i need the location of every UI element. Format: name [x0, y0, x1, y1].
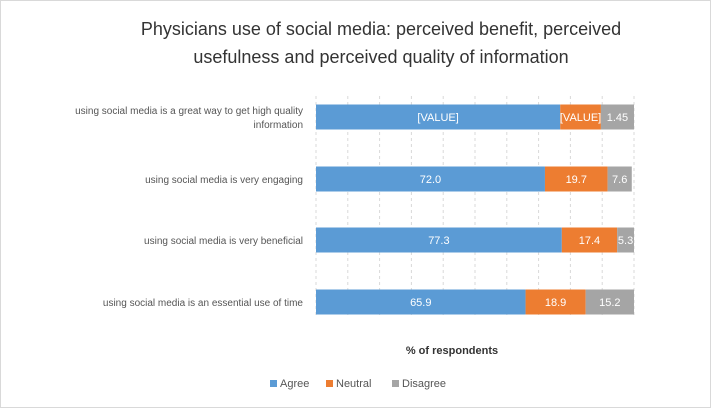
- data-labels: [VALUE] [VALUE] 1.45 72.0 19.7 7.6 77.3 17.4 5.3…: [410, 112, 633, 309]
- legend-label-agree: Agree: [280, 378, 309, 390]
- data-label: 7.6: [612, 174, 627, 186]
- legend-label-disagree: Disagree: [402, 378, 446, 390]
- data-label: 17.4: [579, 235, 600, 247]
- data-label: 1.45: [607, 112, 628, 124]
- bar-segment-neutral: [544, 166, 608, 192]
- chart-title-line: Physicians use of social media: perceive…: [141, 19, 621, 39]
- legend: Agree Neutral Disagree: [270, 378, 446, 390]
- bar-segment-agree: [316, 289, 526, 315]
- bar-segment-disagree: [585, 289, 634, 315]
- data-label: [VALUE]: [417, 112, 458, 124]
- category-label: using social media is a great way to get…: [75, 106, 303, 117]
- chart-title-line: usefulness and perceived quality of info…: [193, 47, 568, 67]
- bar-segment-agree: [316, 166, 545, 192]
- bars: [316, 104, 634, 315]
- bar-segment-disagree: [607, 166, 632, 192]
- category-label: using social media is an essential use o…: [103, 298, 304, 309]
- bar-segment-neutral: [561, 227, 618, 253]
- data-label: 77.3: [428, 235, 449, 247]
- data-label: 65.9: [410, 297, 431, 309]
- data-label: 72.0: [420, 174, 441, 186]
- x-axis-title: % of respondents: [406, 345, 498, 357]
- bar-segment-neutral: [560, 104, 601, 130]
- legend-swatch-agree: [270, 380, 277, 387]
- data-label: 15.2: [599, 297, 620, 309]
- data-label: 5.3: [618, 235, 633, 247]
- category-label: information: [254, 120, 303, 131]
- data-label: [VALUE]: [560, 112, 601, 124]
- bar-segment-disagree: [617, 227, 634, 253]
- category-label: using social media is very beneficial: [144, 236, 303, 247]
- legend-swatch-neutral: [326, 380, 333, 387]
- chart-title: Physicians use of social media: perceive…: [141, 19, 621, 67]
- legend-swatch-disagree: [392, 380, 399, 387]
- data-label: 18.9: [545, 297, 566, 309]
- bar-segment-disagree: [600, 104, 634, 130]
- data-label: 19.7: [566, 174, 587, 186]
- bar-segment-agree: [316, 227, 562, 253]
- bar-segment-neutral: [525, 289, 586, 315]
- category-label: using social media is very engaging: [145, 175, 303, 186]
- category-labels: using social media is a great way to get…: [75, 106, 303, 309]
- gridlines: [315, 96, 635, 318]
- bar-segment-agree: [316, 104, 561, 130]
- legend-label-neutral: Neutral: [336, 378, 371, 390]
